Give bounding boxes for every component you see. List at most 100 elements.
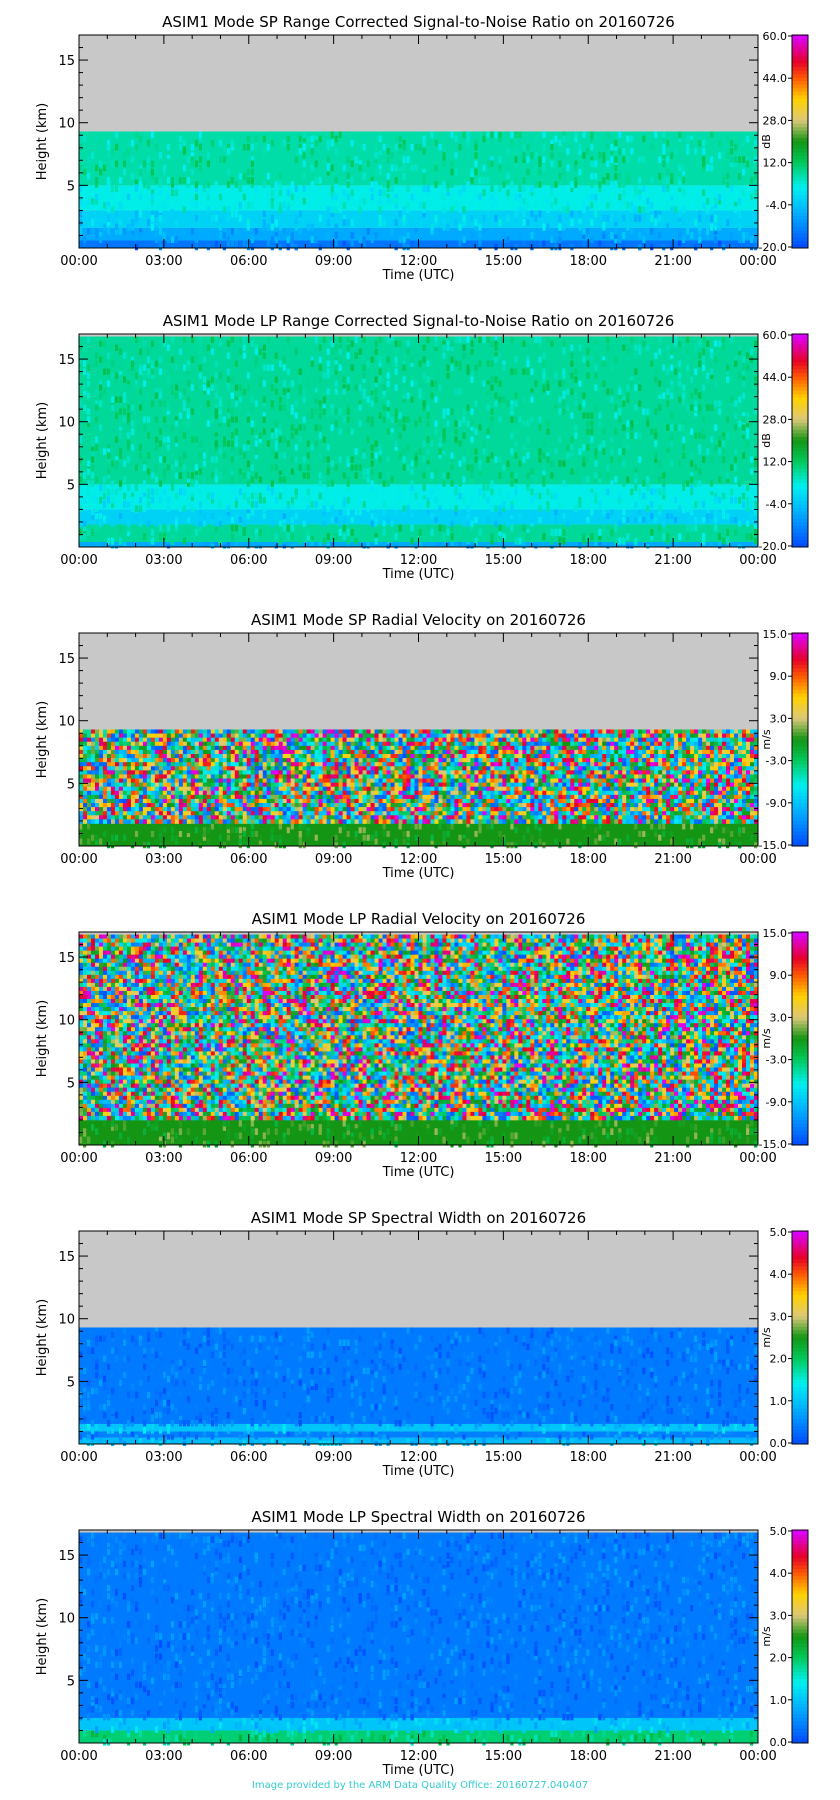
data-cell bbox=[198, 815, 204, 820]
data-speckle bbox=[646, 197, 650, 205]
data-speckle bbox=[226, 181, 230, 188]
data-speckle bbox=[730, 185, 734, 193]
data-speckle bbox=[734, 360, 738, 367]
data-speckle bbox=[530, 344, 534, 351]
data-cell bbox=[226, 770, 232, 775]
data-speckle bbox=[526, 168, 530, 176]
data-speckle bbox=[678, 240, 682, 247]
data-speckle bbox=[210, 516, 215, 523]
data-speckle bbox=[438, 384, 442, 391]
data-speckle bbox=[438, 505, 442, 512]
data-speckle bbox=[146, 380, 151, 387]
data-speckle bbox=[518, 476, 522, 483]
data-speckle bbox=[750, 440, 754, 447]
data-speckle bbox=[746, 830, 750, 837]
data-speckle bbox=[714, 823, 718, 830]
data-speckle bbox=[670, 193, 674, 201]
data-speckle bbox=[590, 412, 594, 419]
data-speckle bbox=[634, 484, 638, 492]
data-speckle bbox=[642, 340, 646, 347]
data-speckle bbox=[538, 197, 542, 205]
data-speckle bbox=[590, 177, 594, 184]
data-cell bbox=[214, 774, 220, 779]
colorbar-swatch bbox=[792, 127, 808, 132]
data-speckle bbox=[710, 541, 714, 546]
colorbar-swatch bbox=[792, 240, 808, 245]
data-speckle bbox=[506, 232, 510, 239]
data-speckle bbox=[142, 533, 147, 541]
data-cell bbox=[198, 766, 204, 771]
data-speckle bbox=[254, 185, 258, 193]
data-speckle bbox=[122, 476, 127, 483]
data-cell bbox=[110, 762, 116, 767]
data-speckle bbox=[718, 223, 722, 231]
data-speckle bbox=[294, 223, 298, 231]
data-speckle bbox=[442, 834, 446, 841]
data-speckle bbox=[614, 404, 618, 411]
data-speckle bbox=[474, 219, 478, 227]
data-speckle bbox=[434, 380, 438, 387]
data-speckle bbox=[138, 348, 143, 355]
data-speckle bbox=[102, 501, 107, 508]
data-speckle bbox=[118, 227, 123, 235]
data-cell bbox=[170, 766, 176, 771]
data-speckle bbox=[550, 160, 554, 168]
data-speckle bbox=[290, 456, 294, 463]
data-cell bbox=[79, 729, 84, 734]
data-cell bbox=[154, 745, 160, 751]
data-speckle bbox=[79, 240, 83, 247]
data-speckle bbox=[586, 348, 590, 355]
data-speckle bbox=[254, 472, 258, 479]
data-speckle bbox=[730, 516, 734, 523]
data-cell bbox=[86, 774, 92, 779]
data-speckle bbox=[550, 496, 554, 504]
data-speckle bbox=[330, 460, 334, 467]
data-cell bbox=[94, 819, 100, 824]
data-speckle bbox=[446, 185, 450, 193]
data-speckle bbox=[270, 428, 274, 435]
data-speckle bbox=[218, 834, 222, 841]
data-cell bbox=[79, 819, 84, 824]
data-cell bbox=[94, 811, 100, 816]
data-speckle bbox=[502, 340, 506, 347]
data-speckle bbox=[146, 348, 151, 355]
data-speckle bbox=[486, 516, 490, 523]
data-speckle bbox=[122, 352, 127, 359]
data-speckle bbox=[562, 348, 566, 355]
data-speckle bbox=[178, 143, 183, 151]
data-speckle bbox=[118, 452, 123, 459]
data-speckle bbox=[98, 392, 103, 399]
data-cell bbox=[79, 749, 84, 755]
data-speckle bbox=[94, 416, 99, 423]
data-cell bbox=[202, 766, 208, 771]
data-speckle bbox=[542, 392, 546, 399]
data-speckle bbox=[658, 460, 662, 467]
data-cell bbox=[190, 733, 196, 739]
data-speckle bbox=[550, 513, 554, 520]
data-speckle bbox=[346, 384, 350, 391]
data-cell bbox=[130, 819, 136, 824]
data-speckle bbox=[730, 464, 734, 471]
data-speckle bbox=[470, 448, 474, 455]
data-cell bbox=[118, 803, 124, 808]
data-speckle bbox=[278, 436, 282, 443]
data-speckle bbox=[654, 456, 658, 463]
data-speckle bbox=[418, 416, 422, 423]
data-speckle bbox=[194, 520, 199, 527]
data-speckle bbox=[434, 344, 438, 351]
data-speckle bbox=[486, 432, 490, 439]
x-tick-label: 15:00 bbox=[485, 553, 522, 568]
data-speckle bbox=[246, 135, 250, 143]
data-speckle bbox=[726, 135, 730, 143]
data-speckle bbox=[502, 364, 506, 371]
data-speckle bbox=[662, 484, 666, 492]
data-speckle bbox=[294, 509, 298, 516]
data-speckle bbox=[442, 160, 446, 168]
data-speckle bbox=[270, 181, 274, 188]
data-speckle bbox=[474, 160, 478, 168]
data-speckle bbox=[138, 135, 143, 143]
data-speckle bbox=[370, 416, 374, 423]
colorbar-swatch bbox=[792, 529, 808, 534]
data-speckle bbox=[502, 236, 506, 243]
data-speckle bbox=[186, 181, 191, 188]
